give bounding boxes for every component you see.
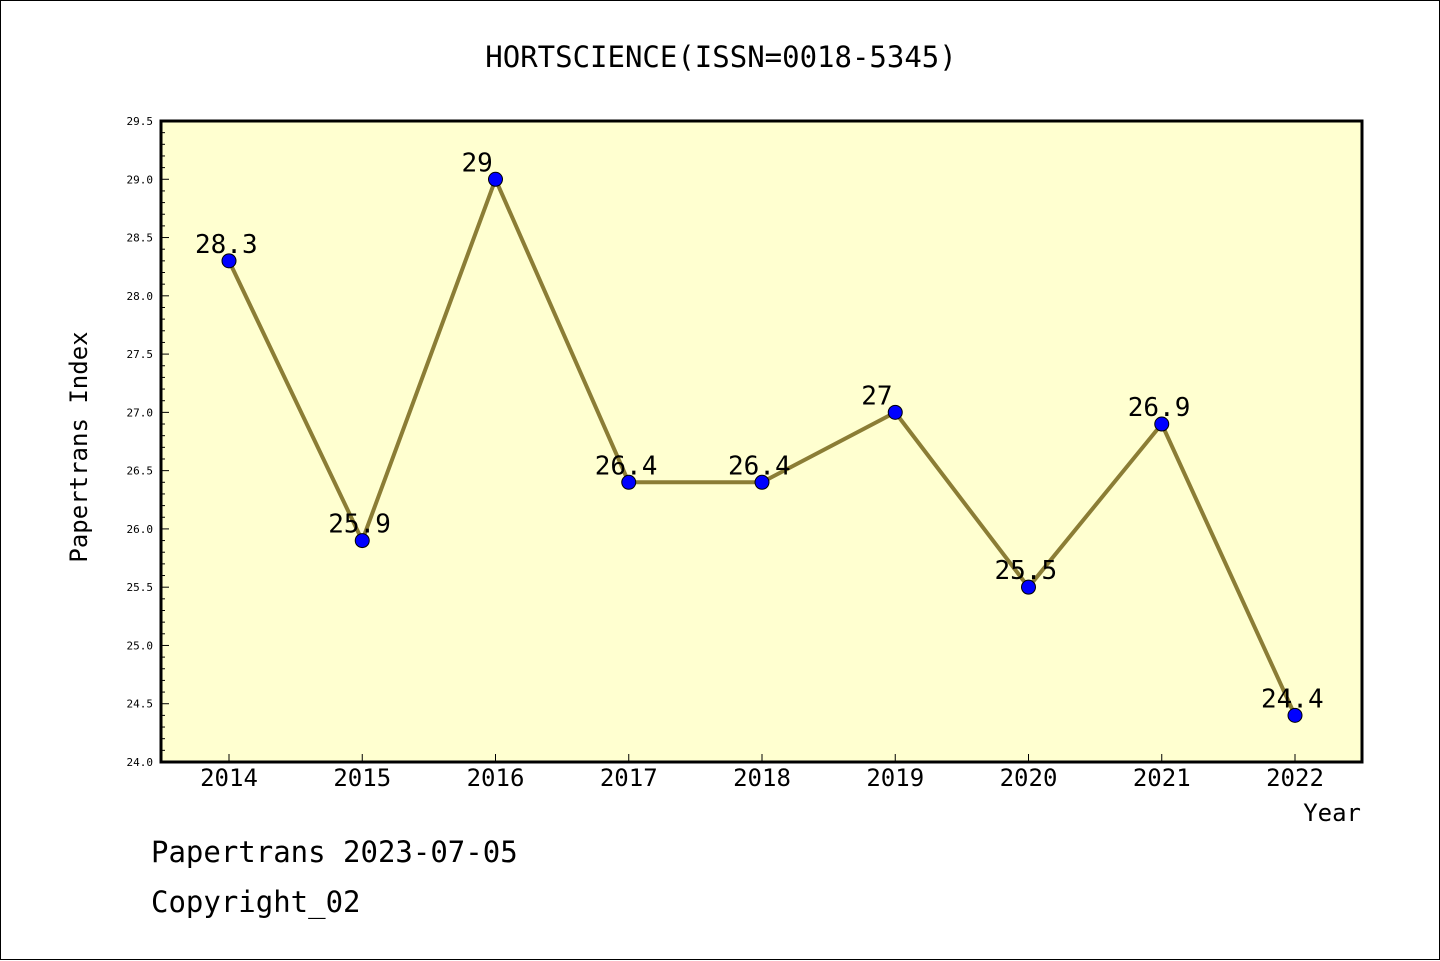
plot-area [161,121,1362,762]
data-point [1021,579,1036,595]
x-tick-label: 2019 [866,764,924,792]
x-axis: 2014 2015 2016 2017 2018 2019 2020 2021 2022 [200,754,1324,792]
data-point [1287,707,1303,723]
data-label: 26.4 [595,451,658,481]
y-tick-label: 28.0 [127,290,154,303]
y-axis-label: Papertrans Index [65,331,93,562]
data-label: 25.5 [995,556,1058,586]
data-point [354,533,370,549]
data-label: 26.4 [728,451,791,481]
data-label: 24.4 [1261,684,1324,714]
x-tick-label: 2017 [600,764,658,792]
x-tick-label: 2014 [200,764,258,792]
footer-copyright: Copyright_02 [151,885,361,919]
x-tick-label: 2020 [1000,764,1058,792]
footer-date: Papertrans 2023-07-05 [151,835,518,869]
data-label: 27 [861,381,892,411]
y-tick-label: 27.0 [127,406,154,419]
plot-border [159,119,1364,764]
x-tick-label: 2015 [333,764,391,792]
data-point [887,404,903,420]
y-tick-label: 28.5 [127,232,154,245]
data-point [754,474,770,490]
x-tick-label: 2016 [467,764,525,792]
data-label: 29 [462,148,493,178]
y-tick-label: 27.5 [127,348,154,361]
data-point [621,474,637,490]
data-point [221,253,237,269]
data-label: 28.3 [195,230,258,260]
chart-title: HORTSCIENCE(ISSN=0018-5345) [485,40,956,74]
y-tick-label: 29.0 [127,173,154,186]
data-point [1154,416,1170,432]
y-tick-label: 26.5 [127,465,154,478]
y-tick-label: 25.0 [127,639,154,652]
x-tick-label: 2018 [733,764,791,792]
x-tick-label: 2021 [1133,764,1191,792]
y-tick-label: 24.5 [127,698,154,711]
data-label: 25.9 [328,510,391,540]
y-axis: 24.0 24.5 25.0 25.5 26.0 26.5 27.0 27.5 28.0 28.5… [127,115,169,769]
x-tick-label: 2022 [1266,764,1324,792]
data-label: 26.9 [1128,393,1191,423]
y-tick-label: 25.5 [127,581,154,594]
x-axis-label: Year [1303,799,1361,827]
y-tick-label: 24.0 [127,756,154,769]
y-tick-label: 29.5 [127,115,154,128]
y-tick-label: 26.0 [127,523,154,536]
data-point [488,171,503,187]
series-group: 28.3 25.9 29 26.4 26.4 27 25.5 26.9 24.4 [195,148,1324,723]
